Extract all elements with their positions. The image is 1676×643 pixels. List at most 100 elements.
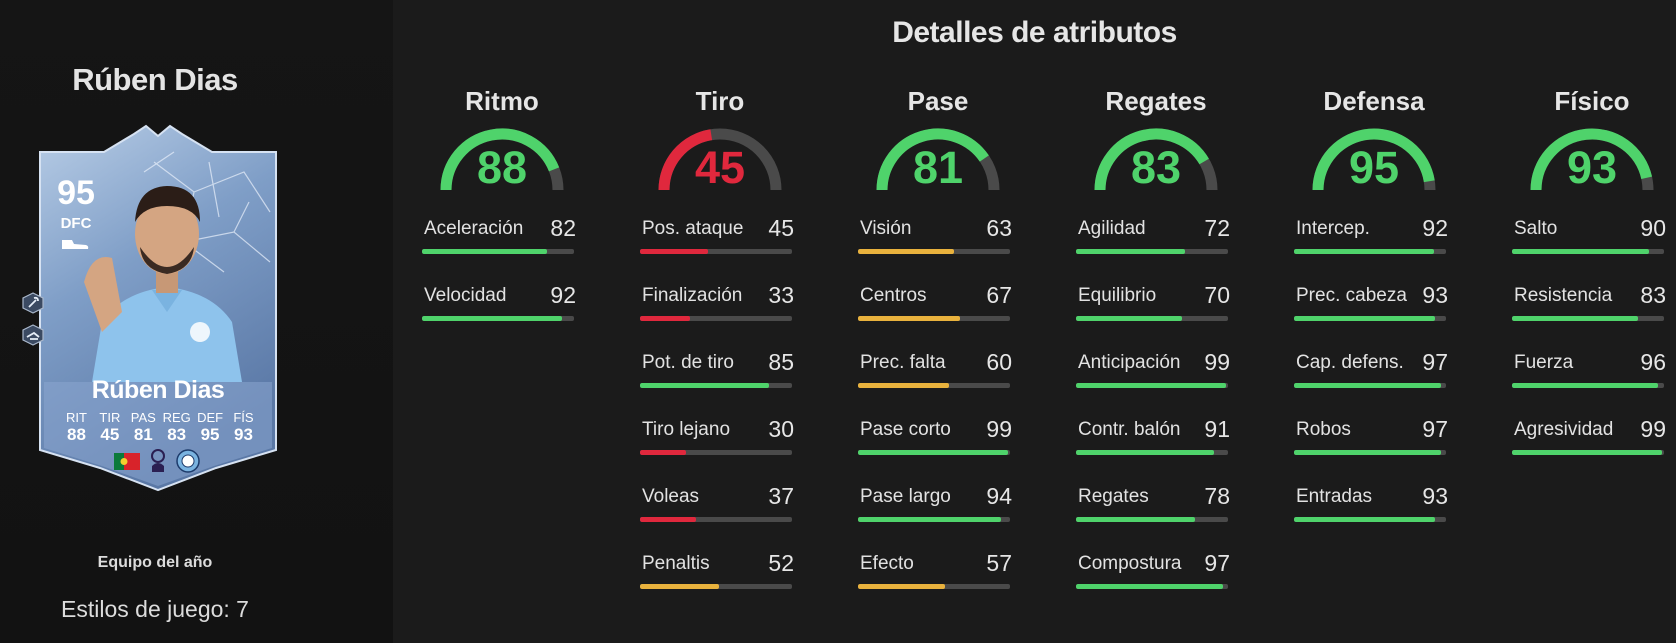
stat-bar-fill [1294,316,1436,321]
stat-bar-fill [1294,450,1442,455]
stat-bar-fill [858,517,1001,522]
stat-label: Tiro lejano [642,419,731,440]
player-card: 95 DFC Rúben Dias RIT 88 TIR 45 PAS [22,122,282,494]
stat-row: Robos 97 [1294,416,1454,486]
stat-bar [1512,383,1664,388]
stat-row: Pos. ataque 45 [640,215,800,285]
stat-label: Voleas [642,486,700,507]
stat-bar-fill [858,383,950,388]
stat-bar [1294,383,1446,388]
stat-bar [858,383,1010,388]
stat-row: Voleas 37 [640,483,800,553]
stat-value: 78 [1204,483,1230,509]
card-stat-value: 81 [133,425,153,444]
stat-row: Prec. falta 60 [858,349,1018,419]
category-value: 45 [694,142,746,193]
category-name: Defensa [1323,86,1425,116]
stat-label: Pase corto [860,419,951,440]
stat-bar-fill [422,249,547,254]
stat-bar [422,316,574,321]
stat-bar [858,584,1010,589]
stat-bar [422,249,574,254]
stat-row: Agilidad 72 [1076,215,1236,285]
stat-bar-fill [422,316,562,321]
stat-row: Entradas 93 [1294,483,1454,553]
manchester-city-crest-icon [176,449,200,473]
playstyles-count: Estilos de juego: 7 [61,596,249,622]
stat-list: Aceleración 82 Velocidad 92 [422,215,582,352]
stat-label: Pot. de tiro [642,352,734,373]
stat-label: Compostura [1078,553,1182,574]
stat-bar [640,383,792,388]
stat-value: 63 [986,215,1012,241]
stat-bar-fill [1076,316,1183,321]
stat-label: Contr. balón [1078,419,1181,440]
category-gauge: 45 [654,120,786,196]
stat-value: 82 [550,215,576,241]
category-name: Ritmo [465,86,539,116]
card-stat-value: 93 [233,425,253,444]
category-name: Regates [1105,86,1207,116]
stat-row: Intercep. 92 [1294,215,1454,285]
stat-bar [1512,450,1664,455]
stat-value: 52 [768,550,794,576]
playstyle-slide-icon [22,324,44,346]
stat-value: 99 [986,416,1012,442]
stat-list: Visión 63 Centros 67 Prec. falta 60 Pase corto… [858,215,1018,620]
stat-bar-fill [1512,383,1658,388]
stat-bar [858,517,1010,522]
stat-bar-fill [640,517,697,522]
stat-value: 99 [1204,349,1230,375]
stat-bar-fill [1076,450,1215,455]
stat-value: 91 [1204,416,1230,442]
category-gauge: 83 [1090,120,1222,196]
stat-row: Compostura 97 [1076,550,1236,620]
stat-bar [640,249,792,254]
card-stat-label: REG [162,410,191,425]
stat-bar-fill [1076,383,1227,388]
stat-row: Visión 63 [858,215,1018,285]
stat-list: Salto 90 Resistencia 83 Fuerza 96 Agresividad 9… [1512,215,1672,486]
card-stat: REG 83 [160,410,193,445]
category-value: 95 [1348,142,1400,193]
stat-bar [640,584,792,589]
stat-value: 85 [768,349,794,375]
category-value: 88 [476,142,528,193]
card-stat-label: RIT [66,410,87,425]
stat-value: 33 [768,282,794,308]
stat-label: Anticipación [1078,352,1181,373]
stat-bar [1294,249,1446,254]
stat-row: Anticipación 99 [1076,349,1236,419]
card-stat: RIT 88 [60,410,93,445]
category-value: 81 [912,142,964,193]
stat-label: Aceleración [424,218,524,239]
category-gauge: 81 [872,120,1004,196]
stat-label: Centros [860,285,927,306]
stat-bar [1512,316,1664,321]
category-value: 93 [1566,142,1618,193]
stat-bar [1076,584,1228,589]
card-stat: DEF 95 [194,410,227,445]
stat-bar-fill [640,316,691,321]
stat-label: Finalización [642,285,743,306]
stat-value: 90 [1640,215,1666,241]
stat-row: Cap. defens. 97 [1294,349,1454,419]
stat-label: Efecto [860,553,914,574]
stat-row: Prec. cabeza 93 [1294,282,1454,352]
stat-bar [1076,316,1228,321]
card-stat-label: TIR [99,410,121,425]
stat-row: Pase corto 99 [858,416,1018,486]
stat-row: Aceleración 82 [422,215,582,285]
stat-bar-fill [1076,584,1224,589]
stat-list: Intercep. 92 Prec. cabeza 93 Cap. defens. 97 R… [1294,215,1454,553]
stat-bar-fill [640,249,709,254]
category-column: Pase 81 Visión 63 Centros 67 Prec. falta 60 Pa… [858,86,1018,620]
stat-bar [1512,249,1664,254]
stat-label: Penaltis [642,553,710,574]
category-gauge: 95 [1308,120,1440,196]
attributes-title: Detalles de atributos [892,16,1177,49]
stat-bar-fill [1076,249,1186,254]
stat-bar [1076,383,1228,388]
stat-row: Pot. de tiro 85 [640,349,800,419]
stat-label: Cap. defens. [1296,352,1404,373]
